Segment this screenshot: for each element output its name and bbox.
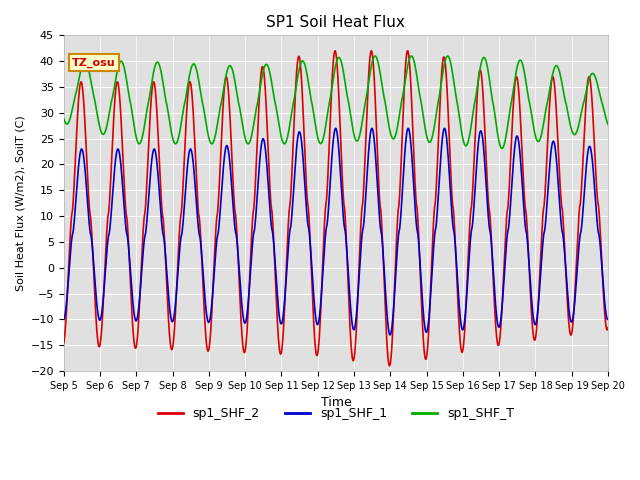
Text: TZ_osu: TZ_osu bbox=[72, 58, 116, 68]
Y-axis label: Soil Heat Flux (W/m2), SoilT (C): Soil Heat Flux (W/m2), SoilT (C) bbox=[15, 115, 25, 291]
Legend: sp1_SHF_2, sp1_SHF_1, sp1_SHF_T: sp1_SHF_2, sp1_SHF_1, sp1_SHF_T bbox=[153, 402, 519, 425]
X-axis label: Time: Time bbox=[321, 396, 351, 409]
Title: SP1 Soil Heat Flux: SP1 Soil Heat Flux bbox=[266, 15, 405, 30]
